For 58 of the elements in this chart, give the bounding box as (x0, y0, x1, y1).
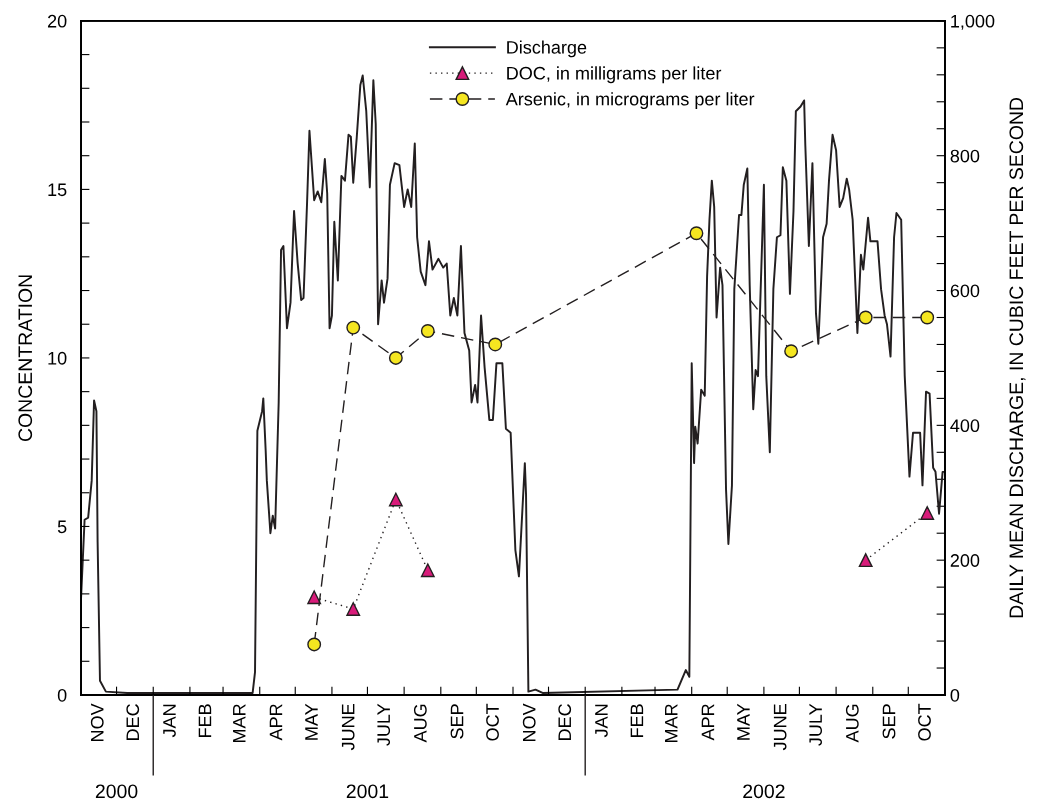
y2-tick-label: 200 (950, 554, 980, 567)
y-tick-label: 15 (48, 183, 67, 197)
point (307, 590, 322, 605)
point (858, 553, 873, 568)
x-tick-label: DEC (126, 704, 140, 740)
legend-label: DOC, in milligrams per liter (507, 66, 722, 84)
y-tick-label: 10 (48, 351, 67, 365)
y-tick-label: 0 (57, 688, 67, 702)
point (388, 492, 403, 507)
x-tick-label: MAY (737, 703, 750, 740)
legend-label: Discharge (507, 40, 587, 58)
x-tick-label: OCT (918, 703, 931, 741)
point (420, 563, 435, 578)
legend-label: Arsenic, in micrograms per liter (505, 92, 755, 110)
x-tick-label: NOV (522, 703, 536, 741)
point (689, 226, 704, 241)
x-tick-label: AUG (845, 704, 859, 743)
x2-tick-label: 2001 (346, 784, 389, 799)
point (307, 637, 322, 652)
x-tick-label: DEC (558, 704, 572, 740)
point (920, 310, 935, 325)
x-tick-label: JUNE (773, 704, 787, 751)
y2-tick-label: 400 (950, 419, 980, 433)
x-tick-label: JULY (809, 703, 822, 746)
x-tick-label: AUG (413, 704, 427, 743)
point (346, 320, 361, 335)
point (388, 350, 403, 365)
x2-tick-label: 2000 (95, 784, 138, 799)
x-tick-label: APR (701, 704, 715, 741)
point (346, 602, 361, 616)
x-tick-label: APR (269, 704, 283, 741)
x-tick-label: JULY (377, 703, 391, 746)
x-tick-label: JUNE (341, 704, 355, 751)
x2-tick-label: 2002 (743, 784, 785, 799)
y2-axis-title: DAILY MEAN DISCHARGE, IN CUBIC FEET PER SECOND (1009, 97, 1026, 618)
point (858, 310, 873, 325)
x-tick-label: MAR (233, 704, 246, 742)
x-tick-label: NOV (90, 703, 104, 741)
x-tick-label: MAY (305, 703, 318, 740)
x-tick-label: JAN (163, 704, 176, 738)
y2-tick-label: 600 (950, 284, 980, 298)
y-axis-title: CONCENTRATION (18, 275, 33, 442)
y-tick-label: 5 (57, 520, 67, 534)
y2-tick-label: 800 (950, 149, 980, 163)
y2-tick-label: 0 (950, 688, 960, 702)
x-tick-label: FEB (630, 704, 644, 737)
x-tick-label: OCT (486, 703, 499, 741)
x-tick-label: SEP (882, 704, 896, 739)
point (488, 337, 503, 352)
y2-tick-label: 1,000 (951, 14, 995, 30)
x-tick-label: SEP (450, 704, 464, 739)
x-tick-label: MAR (665, 704, 678, 742)
x-tick-label: JAN (595, 704, 608, 738)
x-tick-label: FEB (198, 704, 212, 737)
y-tick-label: 20 (47, 14, 67, 28)
point (920, 506, 935, 520)
point (784, 344, 799, 359)
point (420, 324, 435, 338)
